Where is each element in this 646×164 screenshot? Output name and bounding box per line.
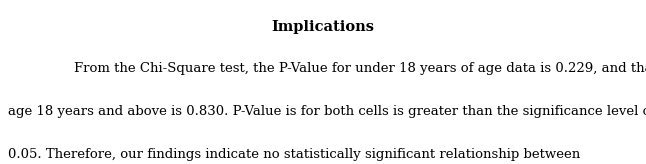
Text: Implications: Implications: [271, 20, 375, 34]
Text: age 18 years and above is 0.830. P-Value is for both cells is greater than the s: age 18 years and above is 0.830. P-Value…: [8, 105, 646, 118]
Text: 0.05. Therefore, our findings indicate no statistically significant relationship: 0.05. Therefore, our findings indicate n…: [8, 148, 580, 161]
Text: From the Chi-Square test, the P-Value for under 18 years of age data is 0.229, a: From the Chi-Square test, the P-Value fo…: [74, 62, 646, 75]
